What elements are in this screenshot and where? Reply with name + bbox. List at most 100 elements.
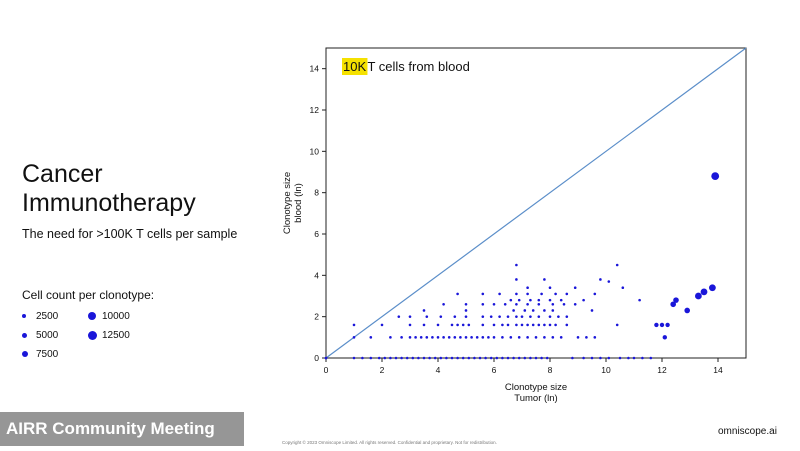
data-point [481,315,485,318]
data-point [442,302,445,306]
data-point [506,356,510,360]
data-point [503,302,507,306]
legend-dot-icon [22,351,28,357]
data-point [551,309,555,312]
data-point [408,315,412,318]
data-point [582,298,585,302]
data-point [618,356,622,360]
data-point [700,288,708,296]
legend-label: 7500 [36,348,59,360]
data-point [400,336,403,339]
y-tick-label: 6 [314,229,319,239]
legend-title: Cell count per clonotype: [22,288,155,302]
data-point [405,356,409,360]
data-point [562,302,566,306]
data-point [459,336,462,339]
legend-dot-icon [22,314,26,318]
identity-line [325,47,747,359]
data-point [456,323,459,327]
data-point [520,323,524,327]
data-point [380,323,384,327]
annotation-highlight [342,58,368,75]
data-point [559,336,563,339]
data-point [526,336,529,339]
data-point [571,356,574,360]
data-point [515,323,518,327]
y-tick-label: 0 [314,353,319,363]
data-point [607,356,611,360]
data-point [554,323,557,327]
data-point [557,315,560,318]
data-point [599,356,602,360]
data-point [621,286,625,290]
data-point [559,298,563,302]
y-axis-label: blood (ln) [293,183,304,223]
data-point [523,356,527,360]
data-point [509,336,513,339]
data-point [324,356,328,360]
data-point [517,336,521,339]
data-point [659,322,665,328]
y-tick-label: 2 [314,312,319,322]
x-tick-label: 12 [657,365,667,375]
data-point [481,336,485,339]
data-point [408,323,412,327]
data-point [419,336,423,339]
data-point [515,263,518,267]
data-point [548,323,552,327]
legend-item: 12500 [88,329,168,341]
legend-label: 2500 [36,310,59,322]
legend-label: 12500 [102,329,130,341]
data-point [537,323,541,327]
legend-dot-icon [22,332,27,338]
data-point [573,286,577,290]
data-point [470,336,473,339]
data-point [442,336,445,339]
data-point [394,356,398,360]
data-point [456,292,459,296]
data-point [529,315,532,318]
data-point [585,336,588,339]
data-point [495,356,499,360]
data-point [543,336,546,339]
data-point [515,315,518,318]
x-tick-label: 4 [436,365,441,375]
data-point [632,356,636,360]
data-point [582,356,585,360]
data-point [439,356,443,360]
data-point [501,336,504,339]
data-point [565,323,569,327]
data-point [453,336,457,339]
data-point [543,309,546,312]
data-point [551,302,555,306]
data-point [638,298,641,302]
data-point [537,302,541,306]
data-point [436,336,440,339]
data-point [540,356,543,360]
data-point [548,298,552,302]
data-point [433,356,437,360]
data-point [593,336,597,339]
data-point [453,315,457,318]
data-point [576,336,580,339]
data-point [417,356,420,360]
data-point [352,336,356,339]
data-point [641,356,644,360]
slide-title: Cancer Immunotherapy [22,160,292,218]
data-point [506,323,510,327]
data-point [607,280,611,283]
data-point [489,315,493,318]
y-tick-label: 10 [310,146,320,156]
data-point [534,356,538,360]
data-point [520,315,524,318]
data-point [512,356,515,360]
data-point [509,298,513,302]
data-point [425,336,429,339]
data-point [411,356,415,360]
data-point [389,336,392,339]
data-point [445,356,448,360]
data-point [464,302,468,306]
data-point [565,315,569,318]
data-point [498,315,501,318]
